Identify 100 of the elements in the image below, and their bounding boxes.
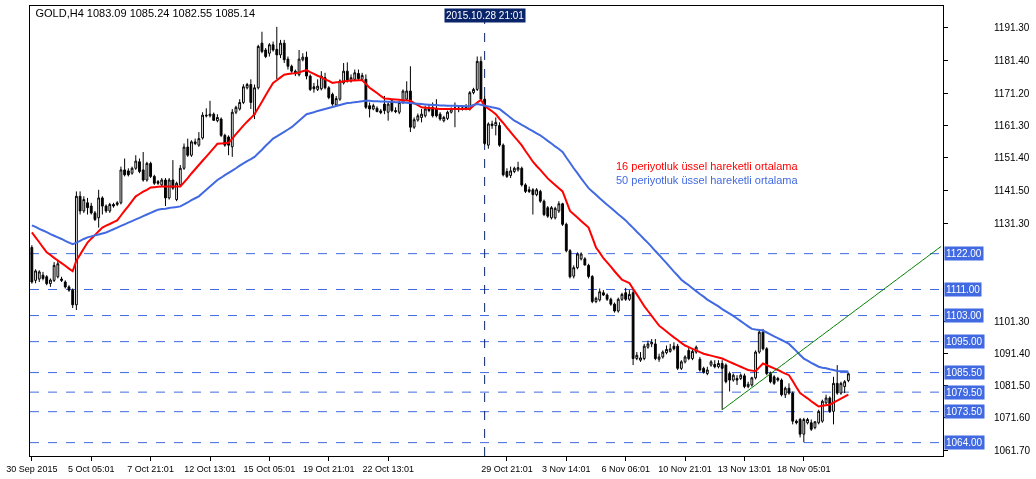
text: 16 periyotluk üssel hareketli ortalama bbox=[616, 160, 799, 172]
candlestick bbox=[698, 356, 702, 373]
candlestick bbox=[613, 302, 616, 314]
candlestick bbox=[134, 154, 138, 171]
y-tick-label: 1101.30 bbox=[994, 315, 1030, 327]
y-tick-label: 1191.30 bbox=[994, 22, 1030, 34]
ref-line-label: 1103.00 bbox=[946, 310, 982, 321]
ref-line-label: 1073.50 bbox=[946, 406, 983, 417]
candlestick bbox=[37, 269, 41, 283]
candlestick bbox=[52, 261, 56, 283]
candlestick bbox=[713, 359, 717, 369]
candlestick bbox=[63, 279, 67, 290]
ref-line-label: 1111.00 bbox=[946, 284, 981, 295]
line-series bbox=[30, 69, 850, 408]
candlestick bbox=[423, 105, 427, 118]
candlestick bbox=[297, 49, 301, 77]
candlestick bbox=[45, 274, 49, 286]
candlestick bbox=[709, 359, 713, 368]
candlestick bbox=[798, 417, 802, 438]
candlestick bbox=[509, 166, 513, 179]
candlestick bbox=[345, 61, 349, 84]
y-tick-label: 1181.40 bbox=[994, 54, 1030, 66]
ref-line-label: 1085.50 bbox=[946, 367, 983, 378]
x-tick-label: 6 Nov 06:01 bbox=[601, 463, 650, 474]
candlestick bbox=[442, 115, 446, 123]
candlestick bbox=[624, 287, 628, 302]
candlestick bbox=[108, 202, 112, 214]
candlestick bbox=[705, 366, 709, 376]
candlestick bbox=[720, 359, 724, 411]
candlestick bbox=[112, 202, 115, 209]
candlestick bbox=[60, 276, 63, 283]
series-label: 50 periyotluk üssel hareketli ortalama bbox=[616, 174, 799, 186]
candlestick bbox=[420, 108, 423, 123]
candlestick bbox=[164, 177, 167, 207]
ref-line-label: 1079.50 bbox=[946, 387, 983, 398]
candlestick bbox=[820, 399, 824, 424]
candlestick bbox=[357, 69, 360, 82]
x-tick-label: 15 Oct 05:01 bbox=[243, 463, 296, 474]
candlestick bbox=[605, 292, 609, 302]
candlestick bbox=[661, 349, 665, 360]
candlestick bbox=[275, 26, 279, 80]
x-tick-label: 12 Oct 13:01 bbox=[184, 463, 236, 474]
x-tick-label: 30 Sep 2015 bbox=[6, 463, 58, 474]
candlestick bbox=[190, 139, 193, 158]
x-tick-label: 2015.10.28 21:01 bbox=[446, 10, 525, 21]
candlestick bbox=[353, 69, 357, 82]
candlestick bbox=[375, 105, 379, 113]
candlestick bbox=[809, 419, 813, 432]
candlestick bbox=[676, 343, 680, 371]
y-tick-label: 1061.70 bbox=[994, 444, 1031, 456]
y-tick-label: 1151.40 bbox=[994, 152, 1030, 164]
candlestick bbox=[687, 346, 691, 361]
y-tick-label: 1171.20 bbox=[994, 87, 1030, 99]
y-tick-label: 1161.30 bbox=[994, 120, 1030, 132]
candlestick bbox=[653, 338, 657, 361]
candlestick bbox=[743, 373, 746, 389]
y-tick-label: 1071.60 bbox=[994, 412, 1031, 424]
x-tick-label: 5 Oct 05:01 bbox=[67, 463, 115, 474]
candlestick bbox=[642, 343, 646, 361]
ref-line-label: 1122.00 bbox=[946, 248, 982, 259]
x-tick-label: 29 Oct 21:01 bbox=[481, 463, 533, 474]
candlestick bbox=[453, 101, 457, 128]
ref-line-label: 1095.00 bbox=[946, 336, 983, 347]
candlestick bbox=[691, 348, 694, 361]
candlestick bbox=[598, 288, 602, 303]
y-tick-label: 1081.50 bbox=[994, 380, 1031, 392]
candlestick bbox=[230, 108, 234, 158]
candlestick bbox=[74, 190, 78, 311]
candlestick bbox=[267, 42, 271, 58]
candlestick bbox=[665, 345, 668, 355]
candlestick bbox=[531, 187, 535, 216]
candlestick bbox=[208, 100, 212, 118]
candlestick bbox=[446, 110, 449, 121]
candlestick bbox=[409, 65, 412, 133]
candlestick bbox=[616, 297, 620, 314]
candlestick bbox=[479, 56, 483, 102]
candlestick bbox=[82, 195, 86, 214]
y-tick-label: 1141.50 bbox=[994, 184, 1030, 196]
candlestick bbox=[843, 379, 847, 394]
chart-title: GOLD,H4 1083.09 1085.24 1082.55 1085.14 bbox=[35, 6, 256, 19]
candlestick bbox=[772, 374, 776, 386]
candlestick bbox=[780, 377, 783, 397]
candlestick bbox=[434, 98, 438, 118]
candlestick bbox=[41, 271, 45, 281]
candlestick bbox=[550, 205, 553, 220]
candlestick bbox=[512, 166, 516, 174]
candlestick bbox=[56, 259, 60, 279]
candlestick bbox=[483, 95, 487, 146]
candlestick bbox=[668, 343, 672, 352]
candlestick bbox=[846, 372, 850, 383]
line-series bbox=[721, 245, 942, 411]
candlestick bbox=[86, 197, 89, 216]
x-tick-label: 19 Oct 21:01 bbox=[303, 463, 355, 474]
candlestick bbox=[141, 151, 145, 183]
candlestick bbox=[156, 179, 160, 186]
x-tick-label: 22 Oct 13:01 bbox=[362, 463, 414, 474]
candlestick bbox=[427, 103, 431, 113]
x-tick-label: 10 Nov 21:01 bbox=[658, 463, 712, 474]
candlestick bbox=[735, 374, 739, 386]
x-tick-label: 18 Nov 05:01 bbox=[777, 463, 831, 474]
